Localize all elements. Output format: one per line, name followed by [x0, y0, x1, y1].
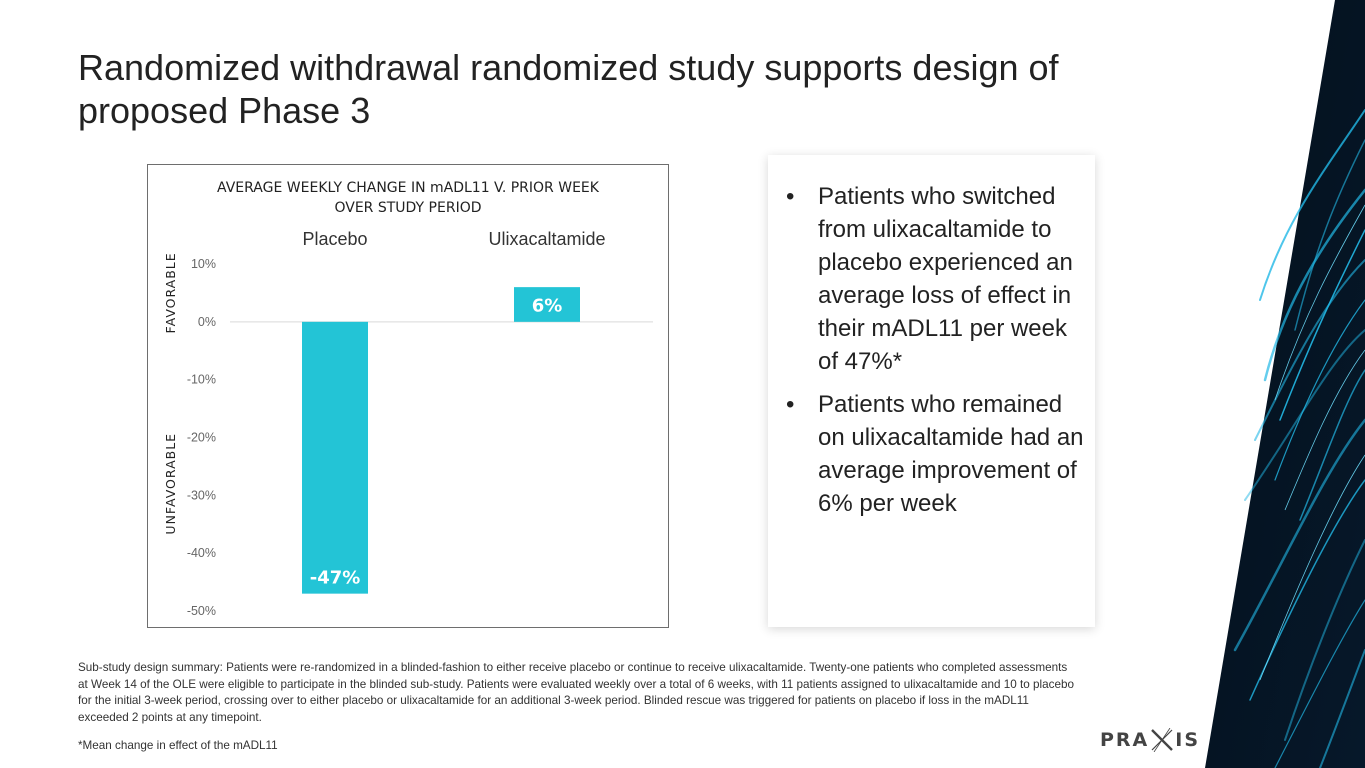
chart-title-line2: OVER STUDY PERIOD	[334, 200, 482, 216]
bullet-text: Patients who remained on ulixacaltamide …	[818, 391, 1084, 517]
chart-title-line1: AVERAGE WEEKLY CHANGE IN mADL11 V. PRIOR…	[217, 180, 599, 196]
praxis-x-mark-icon	[1151, 728, 1174, 752]
praxis-logo: PRA IS	[1100, 728, 1200, 752]
chart-plot-area: 10% 0% -10% -20% -30% -40% -50% FAVORABLE UNFAVO…	[163, 229, 653, 618]
key-findings-card: • Patients who switched from ulixacaltam…	[768, 155, 1095, 627]
data-label: 6%	[532, 295, 563, 316]
data-label: -47%	[310, 568, 361, 589]
mean-change-footnote: *Mean change in effect of the mADL11	[78, 739, 278, 752]
y-tick-label: -10%	[187, 373, 216, 387]
page-title: Randomized withdrawal randomized study s…	[78, 46, 1098, 132]
logo-text-left: PRA	[1100, 729, 1150, 751]
y-tick-label: -30%	[187, 488, 216, 502]
bullet-item: • Patients who remained on ulixacaltamid…	[786, 388, 1088, 520]
chart-title: AVERAGE WEEKLY CHANGE IN mADL11 V. PRIOR…	[148, 178, 668, 218]
y-tick-label: -50%	[187, 604, 216, 618]
bullet-text: Patients who switched from ulixacaltamid…	[818, 183, 1073, 375]
y-tick-label: 0%	[198, 315, 216, 329]
study-design-footnote: Sub-study design summary: Patients were …	[78, 661, 1074, 724]
fiber-optic-decoration	[1205, 0, 1365, 768]
bar-ulixacaltamide	[514, 287, 580, 322]
category-label: Placebo	[302, 229, 367, 249]
y-tick-label: -20%	[187, 431, 216, 445]
page-title-line2: proposed Phase 3	[78, 90, 371, 131]
page-title-line1: Randomized withdrawal randomized study s…	[78, 47, 1059, 88]
y-annotation-unfavorable: UNFAVORABLE	[163, 433, 178, 535]
category-label: Ulixacaltamide	[488, 229, 605, 249]
logo-text-right: IS	[1175, 729, 1201, 751]
y-tick-label: 10%	[191, 257, 216, 271]
bullet-dot-icon: •	[786, 183, 795, 210]
bullet-item: • Patients who switched from ulixacaltam…	[786, 180, 1088, 378]
bar-chart: AVERAGE WEEKLY CHANGE IN mADL11 V. PRIOR…	[147, 164, 669, 628]
bullet-dot-icon: •	[786, 391, 795, 418]
y-tick-label: -40%	[187, 546, 216, 560]
bullet-list: • Patients who switched from ulixacaltam…	[786, 180, 1088, 530]
y-annotation-favorable: FAVORABLE	[163, 252, 178, 333]
bar-placebo	[302, 321, 368, 594]
